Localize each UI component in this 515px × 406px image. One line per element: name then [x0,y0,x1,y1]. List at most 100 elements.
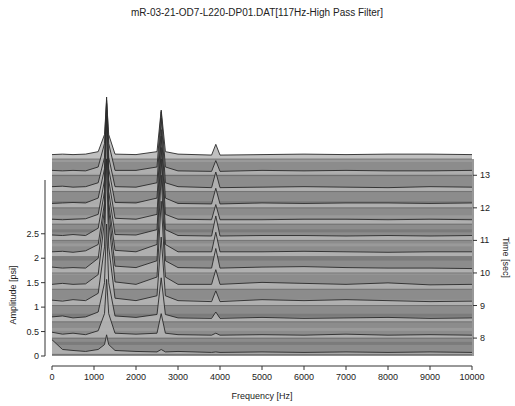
y-axis-line [45,180,46,356]
y2-axis: 8 9 10 11 12 13 [473,159,490,356]
y2-tick-label: 9 [480,301,485,311]
y2-tick [473,175,477,176]
slice-fill [52,335,472,355]
x-tick [388,366,389,370]
x-tick-label: 3000 [168,372,188,382]
y2-tick [473,240,477,241]
y2-tick [473,338,477,339]
y-tick [41,282,45,283]
y2-tick-label: 8 [480,333,485,343]
x-tick [220,366,221,370]
slice-trace [52,104,472,188]
slice-baseline [52,159,472,160]
slice-fill [52,118,472,240]
x-tick [52,366,53,370]
slice-baseline [52,289,472,290]
x-tick-label: 10000 [459,372,484,382]
slice-fill [52,104,472,192]
x-axis: 0100020003000400050006000700080009000100… [49,366,484,382]
plot-area [52,97,472,354]
y2-tick-label: 10 [480,268,490,278]
y2-tick-label: 12 [480,203,490,213]
y-tick [41,331,45,332]
y-tick-label: 0.5 [26,327,39,337]
slice-trace [52,120,472,252]
slice-fill [52,97,472,175]
slice-trace [52,224,472,318]
y-tick [41,233,45,234]
slice-fill [52,117,472,273]
x-tick-label: 9000 [420,372,440,382]
x-tick [94,366,95,370]
y-axis: 0 0.5 1 1.5 2 2.5 [26,180,45,361]
slice-trace [52,118,472,285]
slice-trace [52,110,472,204]
x-tick-label: 0 [49,372,54,382]
y2-tick [473,305,477,306]
slice-baseline [52,305,472,306]
slice-trace [52,159,472,302]
y-tick-label: 1.5 [26,278,39,288]
slice-trace [52,335,472,353]
y2-tick-label: 13 [480,170,490,180]
x-tick-label: 6000 [294,372,314,382]
y2-axis-title: Time [sec] [501,237,511,278]
plane-band [52,243,472,246]
x-tick [262,366,263,370]
slice-fill [52,159,472,306]
x-tick-label: 4000 [210,372,230,382]
slice-trace [52,117,472,220]
slice-baseline [52,321,472,322]
slice-trace [52,118,472,236]
y-tick-label: 0 [34,351,39,361]
slice-fill [52,117,472,225]
x-tick [178,366,179,370]
title: mR-03-21-OD7-L220-DP01.DAT[117Hz-High Pa… [131,7,383,18]
x-tick-label: 2000 [126,372,146,382]
y2-tick [473,207,477,208]
slice-fill [52,279,472,338]
slice-trace [52,279,472,335]
x-tick [430,366,431,370]
slice-fill [52,224,472,322]
plane-band [52,258,472,261]
y-axis-title: Amplitude [psi] [8,265,18,324]
slice-baseline [52,175,472,176]
y-tick [41,307,45,308]
slice-baseline [52,191,472,192]
y-tick-label: 2 [34,253,39,263]
slice-trace [52,117,472,269]
x-axis-title: Frequency [Hz] [231,391,292,401]
y2-axis-line [473,159,474,356]
x-tick-label: 1000 [84,372,104,382]
plane-band [52,159,472,162]
x-tick [346,366,347,370]
slice-trace [52,100,472,155]
slice-baseline [52,256,472,257]
y-tick-label: 2.5 [26,229,39,239]
y-tick [41,356,45,357]
x-tick-label: 8000 [378,372,398,382]
slice-baseline [52,354,472,355]
y2-tick [473,272,477,273]
y-tick-label: 1 [34,302,39,312]
slice-baseline [52,224,472,225]
slice-baseline [52,207,472,208]
slice-baseline [52,240,472,241]
x-tick [304,366,305,370]
x-tick [136,366,137,370]
slice-fill [52,118,472,289]
y-tick [41,258,45,259]
plane-band [52,342,472,345]
slice-baseline [52,272,472,273]
x-tick-label: 7000 [336,372,356,382]
x-tick [472,366,473,370]
plane-band [52,328,472,331]
slice-baseline [52,338,472,339]
slice-fill [52,120,472,257]
slice-trace [52,97,472,171]
chart: mR-03-21-OD7-L220-DP01.DAT[117Hz-High Pa… [0,0,515,406]
y2-tick-label: 11 [480,235,489,245]
slice-fill [52,110,472,208]
slice-fill [52,100,472,159]
